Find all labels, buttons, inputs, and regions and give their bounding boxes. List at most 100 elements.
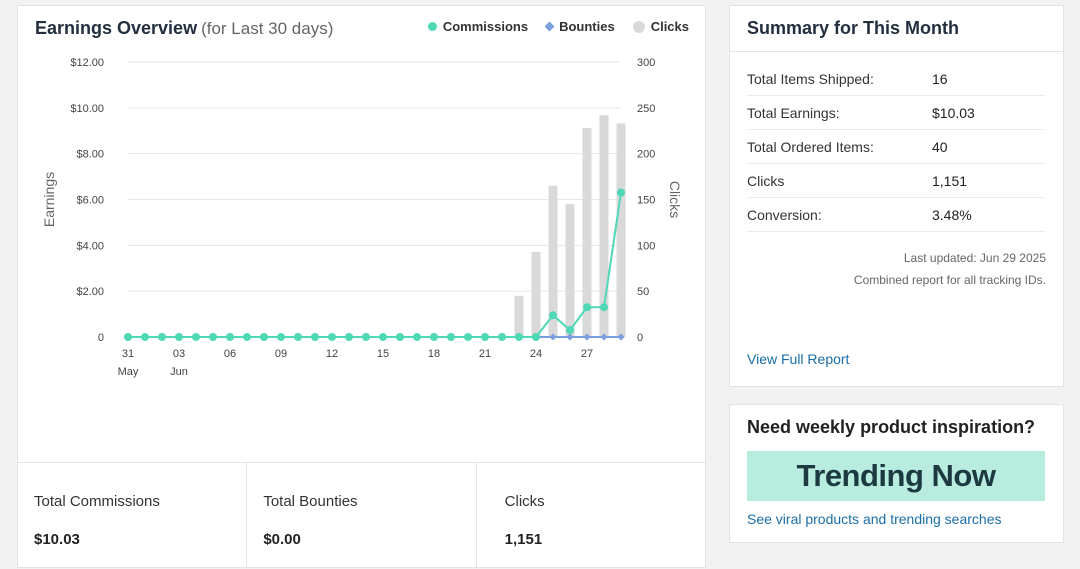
combined-report-text: Combined report for all tracking IDs. xyxy=(853,273,1046,287)
commissions-point xyxy=(277,333,285,341)
commissions-point xyxy=(532,333,540,341)
commissions-point xyxy=(413,333,421,341)
commissions-point xyxy=(600,303,608,312)
summary-table: Total Items Shipped: 16 Total Earnings: … xyxy=(747,62,1045,232)
summary-row-clicks: Clicks 1,151 xyxy=(747,164,1045,198)
earnings-title: Earnings Overview (for Last 30 days) xyxy=(35,18,334,38)
commissions-point xyxy=(141,333,149,341)
commissions-point xyxy=(617,188,625,197)
x-tick-sublabel: Jun xyxy=(170,366,188,378)
summary-row-total-earnings: Total Earnings: $10.03 xyxy=(747,96,1045,130)
legend-clicks[interactable]: Clicks xyxy=(632,19,689,34)
clicks-bar xyxy=(616,123,626,338)
x-tick-label: 03 xyxy=(173,348,185,360)
commissions-point xyxy=(515,333,523,341)
bounties-point xyxy=(566,333,574,341)
commissions-point xyxy=(447,333,455,341)
y-axis-title: Earnings xyxy=(41,172,57,227)
legend-commissions[interactable]: Commissions xyxy=(427,19,528,34)
commissions-point xyxy=(124,333,132,341)
clicks-bar xyxy=(531,251,541,337)
commissions-point xyxy=(328,333,336,341)
commissions-point xyxy=(549,311,557,320)
bounties-point xyxy=(549,333,557,341)
bounties-point xyxy=(617,333,625,341)
trending-searches-link[interactable]: See viral products and trending searches xyxy=(747,511,1002,527)
clicks-circle-icon xyxy=(632,20,645,33)
y2-axis-title: Clicks xyxy=(667,181,683,218)
summary-divider xyxy=(730,51,1063,52)
commissions-point xyxy=(260,333,268,341)
total-bounties-label: Total Bounties xyxy=(263,493,358,510)
y2-tick-label: 200 xyxy=(637,149,655,161)
commissions-point xyxy=(430,333,438,341)
legend-bounties[interactable]: Bounties xyxy=(544,19,615,34)
y-tick-label: $6.00 xyxy=(76,195,104,207)
clicks-bar xyxy=(599,115,609,338)
trending-now-banner[interactable]: Trending Now xyxy=(747,451,1045,501)
commissions-point xyxy=(345,333,353,341)
last-updated-note: Last updated: Jun 29 2025 Combined repor… xyxy=(854,247,1046,291)
commissions-dot-icon xyxy=(427,22,437,31)
x-tick-label: 15 xyxy=(377,348,389,360)
total-clicks-value: 1,151 xyxy=(504,531,543,548)
x-tick-label: 06 xyxy=(224,348,236,360)
commissions-point xyxy=(158,333,166,341)
commissions-point xyxy=(311,333,319,341)
commissions-point xyxy=(226,333,234,341)
x-tick-label: 09 xyxy=(275,348,287,360)
total-commissions-label: Total Commissions xyxy=(34,493,160,510)
total-commissions-cell: Total Commissions $10.03 xyxy=(18,463,248,568)
total-clicks-cell: Clicks 1,151 xyxy=(477,463,705,568)
commissions-point xyxy=(192,333,200,341)
y-tick-label: $2.00 xyxy=(76,286,104,298)
total-commissions-value: $10.03 xyxy=(34,531,80,548)
summary-row-conversion: Conversion: 3.48% xyxy=(747,198,1045,232)
x-tick-label: 12 xyxy=(326,348,338,360)
x-tick-sublabel: May xyxy=(118,366,139,378)
x-tick-label: 18 xyxy=(428,348,440,360)
summary-card: Summary for This Month Total Items Shipp… xyxy=(729,5,1064,387)
y-tick-label: $10.00 xyxy=(70,103,104,115)
summary-row-ordered-items: Total Ordered Items: 40 xyxy=(747,130,1045,164)
total-clicks-label: Clicks xyxy=(504,493,545,510)
y2-tick-label: 100 xyxy=(637,240,655,252)
clicks-bar xyxy=(514,295,524,337)
clicks-bar xyxy=(582,128,592,337)
commissions-point xyxy=(464,333,472,341)
totals-row: Total Commissions $10.03 Total Bounties … xyxy=(18,462,705,568)
y-tick-label: 0 xyxy=(98,332,104,344)
total-bounties-value: $0.00 xyxy=(263,531,301,548)
earnings-chart: 0 $2.00 $4.00 $6.00 $8.00 $10.00 $12.00 0 50 100 1… xyxy=(41,57,683,378)
summary-row-items-shipped: Total Items Shipped: 16 xyxy=(747,62,1045,96)
commissions-point xyxy=(566,326,574,335)
x-tick-label: 21 xyxy=(479,348,491,360)
inspiration-title: Need weekly product inspiration? xyxy=(747,417,1036,437)
commissions-point xyxy=(583,303,591,312)
commissions-point xyxy=(362,333,370,341)
commissions-point xyxy=(175,333,183,341)
commissions-point xyxy=(243,333,251,341)
commissions-point xyxy=(209,333,217,341)
y2-tick-label: 250 xyxy=(637,103,655,115)
summary-title: Summary for This Month xyxy=(747,18,960,38)
view-full-report-link[interactable]: View Full Report xyxy=(747,351,850,367)
x-tick-label: 27 xyxy=(581,348,593,360)
y2-tick-label: 150 xyxy=(637,195,655,207)
y2-tick-label: 300 xyxy=(637,57,655,69)
y2-tick-label: 50 xyxy=(637,286,649,298)
chart-legend: Commissions Bounties Clicks xyxy=(427,19,689,34)
last-updated-text: Last updated: Jun 29 2025 xyxy=(903,251,1046,265)
commissions-point xyxy=(481,333,489,341)
commissions-point xyxy=(498,333,506,341)
commissions-point xyxy=(396,333,404,341)
commissions-line xyxy=(128,192,622,338)
inspiration-card: Need weekly product inspiration? Trendin… xyxy=(729,404,1064,543)
bounties-point xyxy=(583,333,591,341)
earnings-overview-card: Earnings Overview (for Last 30 days) Comm… xyxy=(17,5,706,568)
x-tick-label: 24 xyxy=(530,348,542,360)
clicks-bar xyxy=(548,185,558,337)
bounties-point xyxy=(600,333,608,341)
y-tick-label: $4.00 xyxy=(76,240,104,252)
clicks-bar xyxy=(565,204,575,337)
